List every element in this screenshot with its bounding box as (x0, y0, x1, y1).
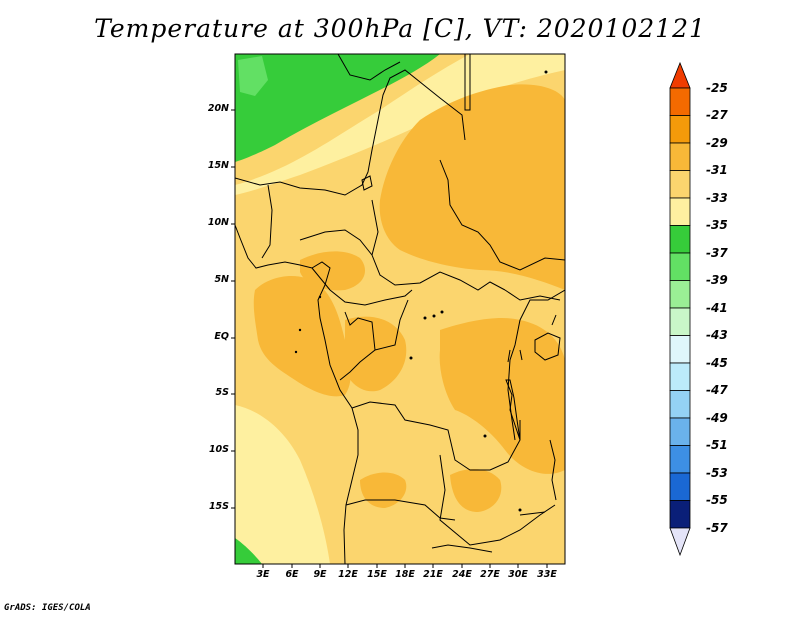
lat-label-15s: 15S (208, 501, 229, 512)
colorbar-label: -35 (706, 218, 728, 232)
colorbar-label: -55 (706, 493, 728, 507)
border-cameroon (311, 267, 413, 306)
colorbar-label: -37 (706, 246, 728, 260)
lat-label-10n: 10N (207, 217, 229, 228)
lon-label-6e: 6E (285, 569, 299, 580)
orange-zone-mid (300, 251, 365, 291)
pale-zone-southwest (235, 405, 330, 564)
border-east-africa (507, 289, 565, 441)
border-zambia (439, 454, 556, 546)
border-sudan-south (504, 289, 561, 301)
lake-malawi (549, 439, 557, 501)
lat-label-eq: EQ (214, 331, 229, 342)
border-drc-angola (351, 401, 521, 471)
colorbar-label: -27 (706, 108, 728, 122)
lon-label-9e: 9E (313, 569, 327, 580)
lon-label-18e: 18E (395, 569, 415, 580)
colorbar-label: -47 (706, 383, 728, 397)
grads-credit: GrADS: IGES/COLA (4, 603, 91, 613)
coastline-west (235, 224, 359, 564)
lat-label-20n: 20N (207, 103, 229, 114)
colorbar-label: -25 (706, 81, 728, 95)
lon-label-3e: 3E (256, 569, 270, 580)
lon-label-33e: 33E (537, 569, 557, 580)
lat-label-15n: 15N (207, 160, 229, 171)
border-sahel-2 (464, 54, 471, 111)
lat-label-5s: 5S (215, 387, 229, 398)
orange-zone-central (345, 316, 407, 392)
orange-zone-east (439, 318, 565, 474)
plot-frame (234, 53, 566, 565)
lat-label-10s: 10S (208, 444, 229, 455)
orange-zone-west (253, 275, 351, 397)
lake-victoria (534, 332, 561, 361)
colorbar-label: -53 (706, 466, 728, 480)
colorbar-label: -57 (706, 521, 728, 535)
lon-label-12e: 12E (338, 569, 358, 580)
border-south-2 (519, 511, 546, 516)
colorbar-label: -41 (706, 301, 728, 315)
colorbar-label: -33 (706, 191, 728, 205)
orange-zone-southeast (450, 468, 502, 512)
colorbar-label: -49 (706, 411, 728, 425)
colorbar-top-triangle (669, 61, 691, 89)
border-chad-sudan (439, 159, 565, 271)
lake-chad (361, 175, 373, 191)
lon-label-21e: 21E (423, 569, 443, 580)
border-angola-south (345, 499, 456, 521)
border-nigeria (261, 184, 373, 259)
lon-label-15e: 15E (367, 569, 387, 580)
border-nw (337, 54, 401, 81)
pale-band-north (235, 54, 565, 195)
map-title: Temperature at 300hPa [C], VT: 202010212… (94, 14, 706, 43)
green-zone-southwest (235, 538, 262, 564)
lon-label-24e: 24E (452, 569, 472, 580)
orange-zone-south (360, 472, 407, 508)
border-congo (339, 299, 409, 381)
light-green-patch (238, 56, 268, 96)
colorbar-label: -29 (706, 136, 728, 150)
border-car (371, 199, 506, 291)
colorbar-label: -45 (706, 356, 728, 370)
lat-label-5n: 5N (214, 274, 229, 285)
lon-label-27e: 27E (480, 569, 500, 580)
border-south-1 (431, 544, 493, 553)
colorbar (669, 61, 691, 557)
colorbar-label: -51 (706, 438, 728, 452)
border-sahel-1 (235, 69, 466, 196)
colorbar-label: -43 (706, 328, 728, 342)
lon-label-30e: 30E (508, 569, 528, 580)
rift-lakes (507, 314, 557, 363)
orange-zone-north (379, 84, 565, 290)
colorbar-label: -31 (706, 163, 728, 177)
colorbar-label: -39 (706, 273, 728, 287)
lake-tanganyika (505, 379, 521, 441)
colorbar-bottom-triangle (669, 527, 691, 557)
